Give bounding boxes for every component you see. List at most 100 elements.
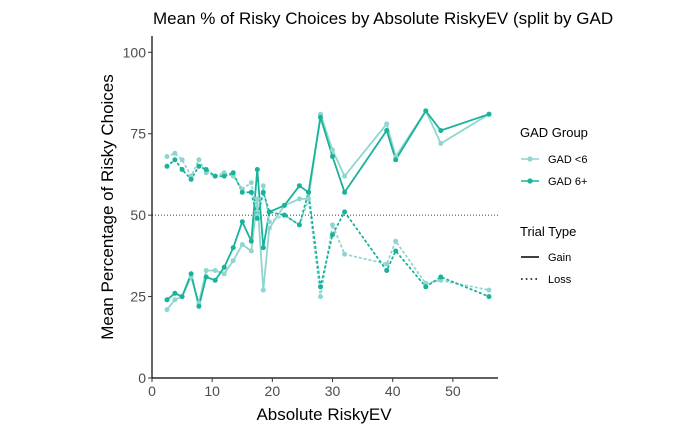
y-tick-label-1: 25 xyxy=(130,289,146,305)
series-3-point-19 xyxy=(342,209,348,215)
series-2-point-21 xyxy=(393,238,399,244)
series-2-point-0 xyxy=(164,154,170,159)
series-1-point-20 xyxy=(384,128,390,133)
series-0-point-8 xyxy=(230,258,236,264)
series-3-point-9 xyxy=(239,189,245,195)
series-3-point-20 xyxy=(384,268,390,273)
series-3-point-12 xyxy=(260,189,266,195)
series-1-point-23 xyxy=(438,128,444,133)
x-tick-label-2: 20 xyxy=(265,383,281,399)
series-3-point-15 xyxy=(296,222,302,228)
series-3-point-4 xyxy=(196,163,202,169)
series-1-point-6 xyxy=(212,277,218,283)
series-1-point-10 xyxy=(248,238,254,244)
legend-type-label-1: Loss xyxy=(548,274,572,286)
series-1-point-0 xyxy=(164,297,170,303)
series-1-point-3 xyxy=(188,271,194,277)
series-2-point-20 xyxy=(384,261,390,267)
series-2-point-24 xyxy=(486,287,492,293)
series-1-point-24 xyxy=(486,111,492,117)
series-3-point-21 xyxy=(393,248,399,254)
series-3-point-23 xyxy=(438,274,444,280)
series-3-point-24 xyxy=(486,294,492,300)
series-1-point-11 xyxy=(254,167,260,172)
series-3-point-14 xyxy=(281,212,287,218)
series-3-point-16 xyxy=(306,189,311,195)
y-tick-label-4: 100 xyxy=(123,44,147,60)
series-3-point-22 xyxy=(423,284,429,290)
y-tick-label-0: 0 xyxy=(138,370,146,386)
series-3-point-13 xyxy=(266,209,272,215)
series-3-point-2 xyxy=(179,167,185,172)
legend-type-title: Trial Type xyxy=(520,224,576,239)
x-tick-label-3: 30 xyxy=(325,383,341,399)
series-2-point-4 xyxy=(196,157,202,163)
series-1-point-4 xyxy=(196,303,202,309)
series-1-point-15 xyxy=(296,183,302,189)
series-2-point-13 xyxy=(266,219,272,225)
y-axis-title: Mean Percentage of Risky Choices xyxy=(98,74,117,340)
series-2-point-17 xyxy=(318,294,323,300)
x-tick-label-1: 10 xyxy=(204,383,220,399)
series-3-point-11 xyxy=(254,215,260,221)
legend-group-title: GAD Group xyxy=(520,125,588,140)
series-1-point-14 xyxy=(281,202,287,208)
series-1-point-9 xyxy=(239,219,245,225)
series-3-point-6 xyxy=(212,173,218,179)
series-0-point-12 xyxy=(260,287,266,293)
series-3-point-5 xyxy=(203,167,209,172)
legend-type-label-0: Gain xyxy=(548,252,571,264)
legend-group-key-0-marker xyxy=(527,156,533,162)
series-1-point-12 xyxy=(260,245,266,251)
legend-group-label-1: GAD 6+ xyxy=(548,176,587,188)
series-1-point-1 xyxy=(172,290,178,296)
series-3-point-1 xyxy=(172,157,178,163)
series-2-point-16 xyxy=(306,196,311,202)
x-tick-label-4: 40 xyxy=(385,383,401,399)
y-tick-label-3: 75 xyxy=(130,126,146,142)
series-2-point-2 xyxy=(179,157,185,163)
series-1-point-19 xyxy=(342,189,348,195)
series-3-point-7 xyxy=(221,173,227,179)
series-0-point-23 xyxy=(438,141,444,146)
series-1-point-5 xyxy=(203,274,209,280)
legend: GAD Group GAD <6 GAD 6+ Trial Type Gain … xyxy=(520,125,588,286)
chart-title: Mean % of Risky Choices by Absolute Risk… xyxy=(153,9,613,28)
legend-group-label-0: GAD <6 xyxy=(548,154,587,166)
plot-area: 0 25 50 75 100 0 10 20 30 40 50 xyxy=(123,36,498,399)
series-0-point-13 xyxy=(266,225,272,231)
legend-group-key-1-marker xyxy=(527,178,533,184)
series-3-point-10 xyxy=(248,189,254,195)
series-0-point-15 xyxy=(296,196,302,202)
series-1-point-7 xyxy=(221,264,227,270)
x-axis-title: Absolute RiskyEV xyxy=(256,405,392,424)
series-0-point-10 xyxy=(248,248,254,254)
series-0-point-0 xyxy=(164,307,170,313)
series-1-point-17 xyxy=(318,114,323,120)
series-3-point-3 xyxy=(188,176,194,182)
series-0-point-5 xyxy=(203,268,209,273)
series-0-point-20 xyxy=(384,121,390,127)
y-tick-label-2: 50 xyxy=(130,207,146,223)
series-2-point-1 xyxy=(172,150,178,156)
series-0-point-11 xyxy=(254,196,260,202)
series-0-point-19 xyxy=(342,173,348,179)
series-0-point-9 xyxy=(239,242,245,247)
x-tick-label-0: 0 xyxy=(148,383,156,399)
series-0-point-1 xyxy=(172,297,178,303)
series-3-point-18 xyxy=(330,232,335,238)
series-2-point-12 xyxy=(260,183,266,189)
series-1-point-8 xyxy=(230,245,236,251)
series-1-point-2 xyxy=(179,294,185,300)
series-1-point-22 xyxy=(423,108,429,114)
series-0-point-18 xyxy=(330,147,335,153)
series-2-point-10 xyxy=(248,180,254,186)
series-3-point-8 xyxy=(230,170,236,176)
series-3-point-17 xyxy=(318,284,323,290)
series-0-point-7 xyxy=(221,271,227,277)
series-1-point-18 xyxy=(330,154,335,159)
series-3-point-0 xyxy=(164,163,170,169)
series-2-point-19 xyxy=(342,251,348,257)
series-0-point-6 xyxy=(212,268,218,273)
